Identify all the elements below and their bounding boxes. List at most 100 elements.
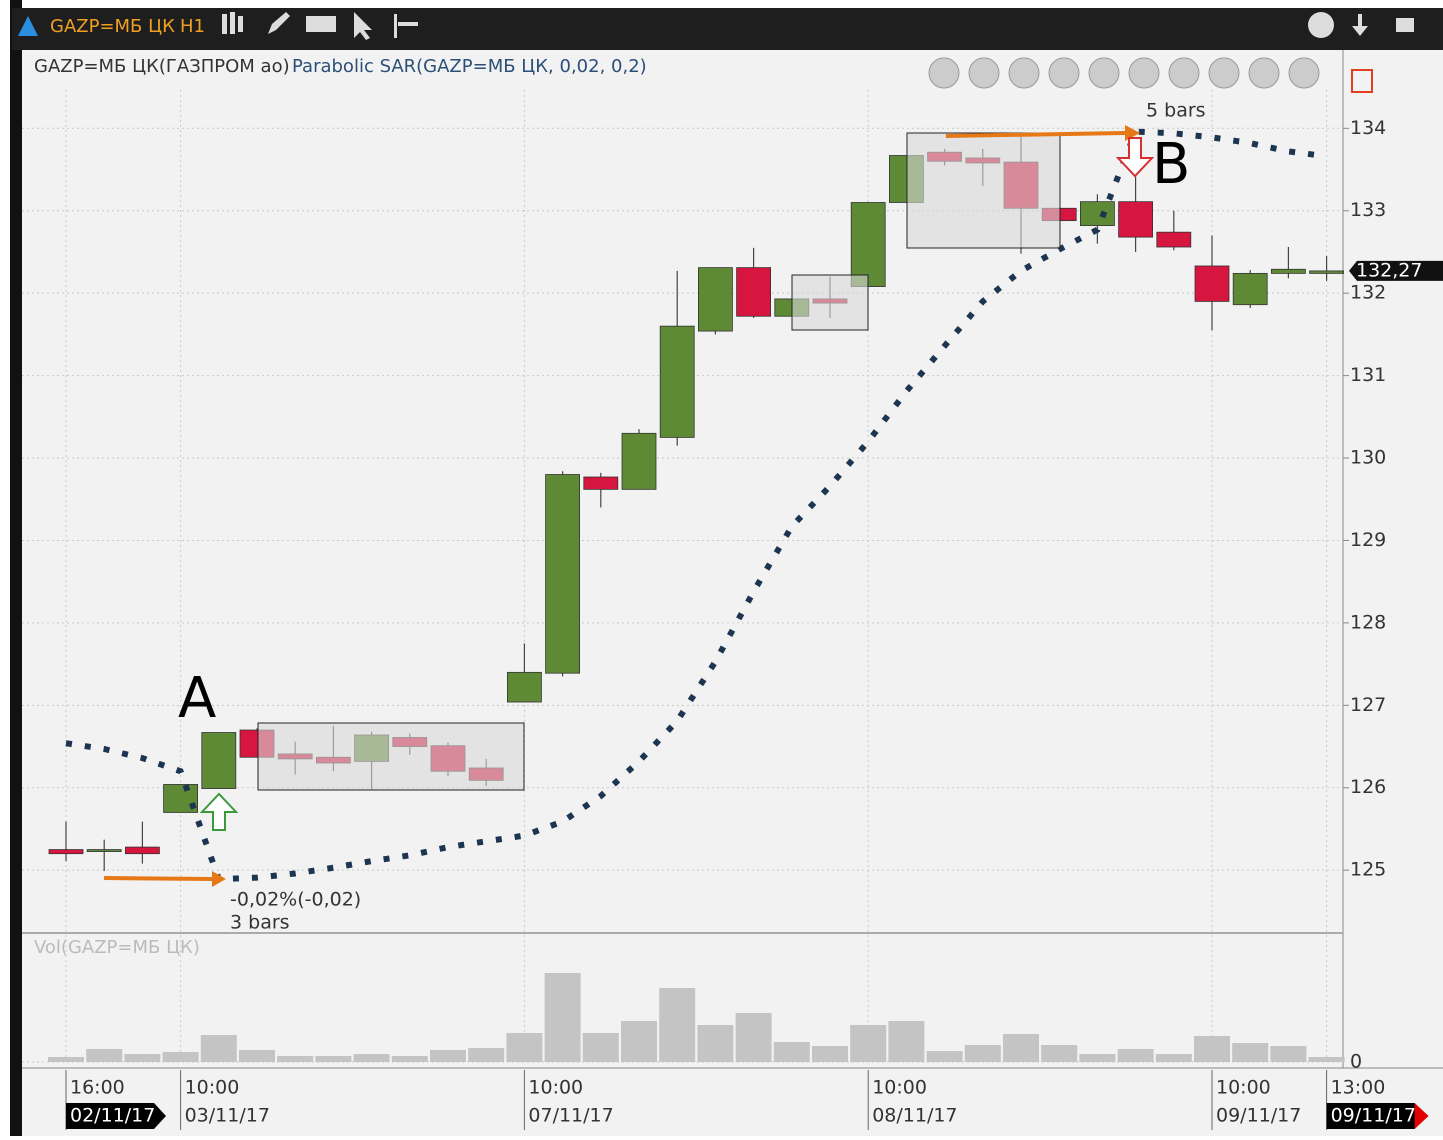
logo (18, 16, 38, 36)
volume-bar (162, 1052, 199, 1062)
volume-bar (1194, 1036, 1230, 1062)
x-date-label: 09/11/17 (1331, 1105, 1416, 1127)
candle-body (736, 267, 771, 317)
x-tick-label: 16:00 (70, 1077, 125, 1099)
candle-body (698, 267, 733, 332)
y-tick-label: 125 (1350, 859, 1386, 881)
candle-body (621, 432, 657, 490)
volume-bar (506, 1033, 543, 1062)
left-border (10, 0, 22, 1136)
candle-body (1080, 201, 1115, 226)
candle-body (86, 849, 122, 852)
volume-bar (430, 1050, 466, 1062)
volume-bar (850, 1025, 887, 1062)
x-tick-label: 10:00 (185, 1077, 240, 1099)
candle-body (850, 202, 886, 287)
volume-bar (48, 1057, 84, 1062)
candle-body (201, 732, 237, 789)
candle-body (1232, 272, 1268, 306)
date-tag (66, 1103, 166, 1129)
label-b: B (1152, 132, 1190, 197)
volume-bar (1041, 1045, 1078, 1062)
title-bar (12, 8, 1443, 50)
volume-bar (659, 988, 696, 1062)
volume-bar (544, 973, 581, 1062)
x-tick-label: 10:00 (1216, 1077, 1271, 1099)
x-date-label: 08/11/17 (872, 1105, 957, 1127)
candle-body (1156, 231, 1192, 248)
volume-bar (86, 1049, 123, 1062)
candle-body (1194, 265, 1230, 302)
x-date-label: 09/11/17 (1216, 1105, 1301, 1127)
toolbar-icons[interactable] (222, 12, 1414, 40)
volume-bar (1155, 1054, 1192, 1062)
volume-bar (1003, 1034, 1039, 1062)
volume-bar (200, 1035, 237, 1062)
volume-bar (1308, 1057, 1345, 1062)
x-date-label: 07/11/17 (528, 1105, 613, 1127)
volume-bar (277, 1056, 314, 1062)
plot: 125 126 127 128 129 130 131 132 133 134 0 16:00 02/1… (22, 90, 1443, 1130)
date-tag (1326, 1103, 1427, 1129)
legend-main: GAZP=МБ ЦК(ГАЗПРОМ ао) (34, 56, 290, 77)
volume-bar (124, 1054, 161, 1062)
volume-bar (468, 1048, 505, 1062)
volume-bar (353, 1054, 390, 1062)
y-tick-label: 134 (1350, 117, 1386, 139)
b-bars: 5 bars (1146, 100, 1206, 122)
legend-sar: Parabolic SAR(GAZP=МБ ЦК, 0,02, 0,2) (292, 56, 647, 77)
candle-body (125, 846, 160, 855)
volume-bar (621, 1021, 657, 1062)
symbol: GAZP=МБ ЦК (50, 16, 175, 37)
volume-bar (888, 1021, 925, 1062)
volume-bar (926, 1051, 963, 1062)
date-tag-arrow (1414, 1103, 1429, 1129)
candle-body (659, 325, 695, 438)
last-price-label: 132,27 (1356, 259, 1422, 281)
a-bars: 3 bars (230, 912, 290, 934)
y-tick-label: 129 (1350, 529, 1386, 551)
volume-bar (239, 1050, 275, 1062)
y-tick-label: 133 (1350, 199, 1386, 221)
annotation-shapes (103, 125, 1155, 887)
volume-tick-label: 0 (1350, 1051, 1362, 1073)
volume-bar (315, 1056, 352, 1062)
interval[interactable]: H1 (180, 16, 205, 37)
volume-bar (773, 1042, 810, 1062)
volume-bar (964, 1045, 1001, 1062)
parabolic-sar (65, 128, 1327, 883)
candle-body (48, 849, 84, 855)
volume-bar (1117, 1049, 1154, 1062)
a-change: -0,02%(-0,02) (230, 889, 361, 911)
y-tick-label: 128 (1350, 611, 1386, 633)
candle-body (1118, 201, 1153, 238)
y-tick-label: 131 (1350, 364, 1386, 386)
volume-bar (391, 1056, 428, 1062)
x-date-label: 02/11/17 (70, 1105, 155, 1127)
volume-bar (735, 1013, 772, 1062)
volume-bar (1270, 1046, 1307, 1062)
volume-bar (1232, 1043, 1269, 1062)
x-tick-label: 10:00 (872, 1077, 927, 1099)
volume-bar (697, 1025, 734, 1062)
candle-body (545, 474, 580, 674)
x-tick-label: 10:00 (528, 1077, 583, 1099)
candle-body (1309, 270, 1344, 274)
volume-bar (582, 1033, 619, 1062)
volume-title: Vol(GAZP=МБ ЦК) (34, 937, 200, 958)
candle-body (1271, 268, 1306, 274)
chart-area (22, 50, 1443, 1136)
candle-body (583, 476, 619, 490)
y-tick-label: 132 (1350, 282, 1386, 304)
y-tick-label: 130 (1350, 447, 1386, 469)
last-price-tag (1349, 260, 1443, 281)
x-date-label: 03/11/17 (185, 1105, 270, 1127)
y-tick-label: 127 (1350, 694, 1386, 716)
nav-buttons[interactable] (928, 57, 1373, 93)
x-tick-label: 13:00 (1331, 1077, 1386, 1099)
volume-bar (1079, 1054, 1116, 1062)
volume-bar (812, 1046, 848, 1062)
candle-body (506, 671, 542, 703)
